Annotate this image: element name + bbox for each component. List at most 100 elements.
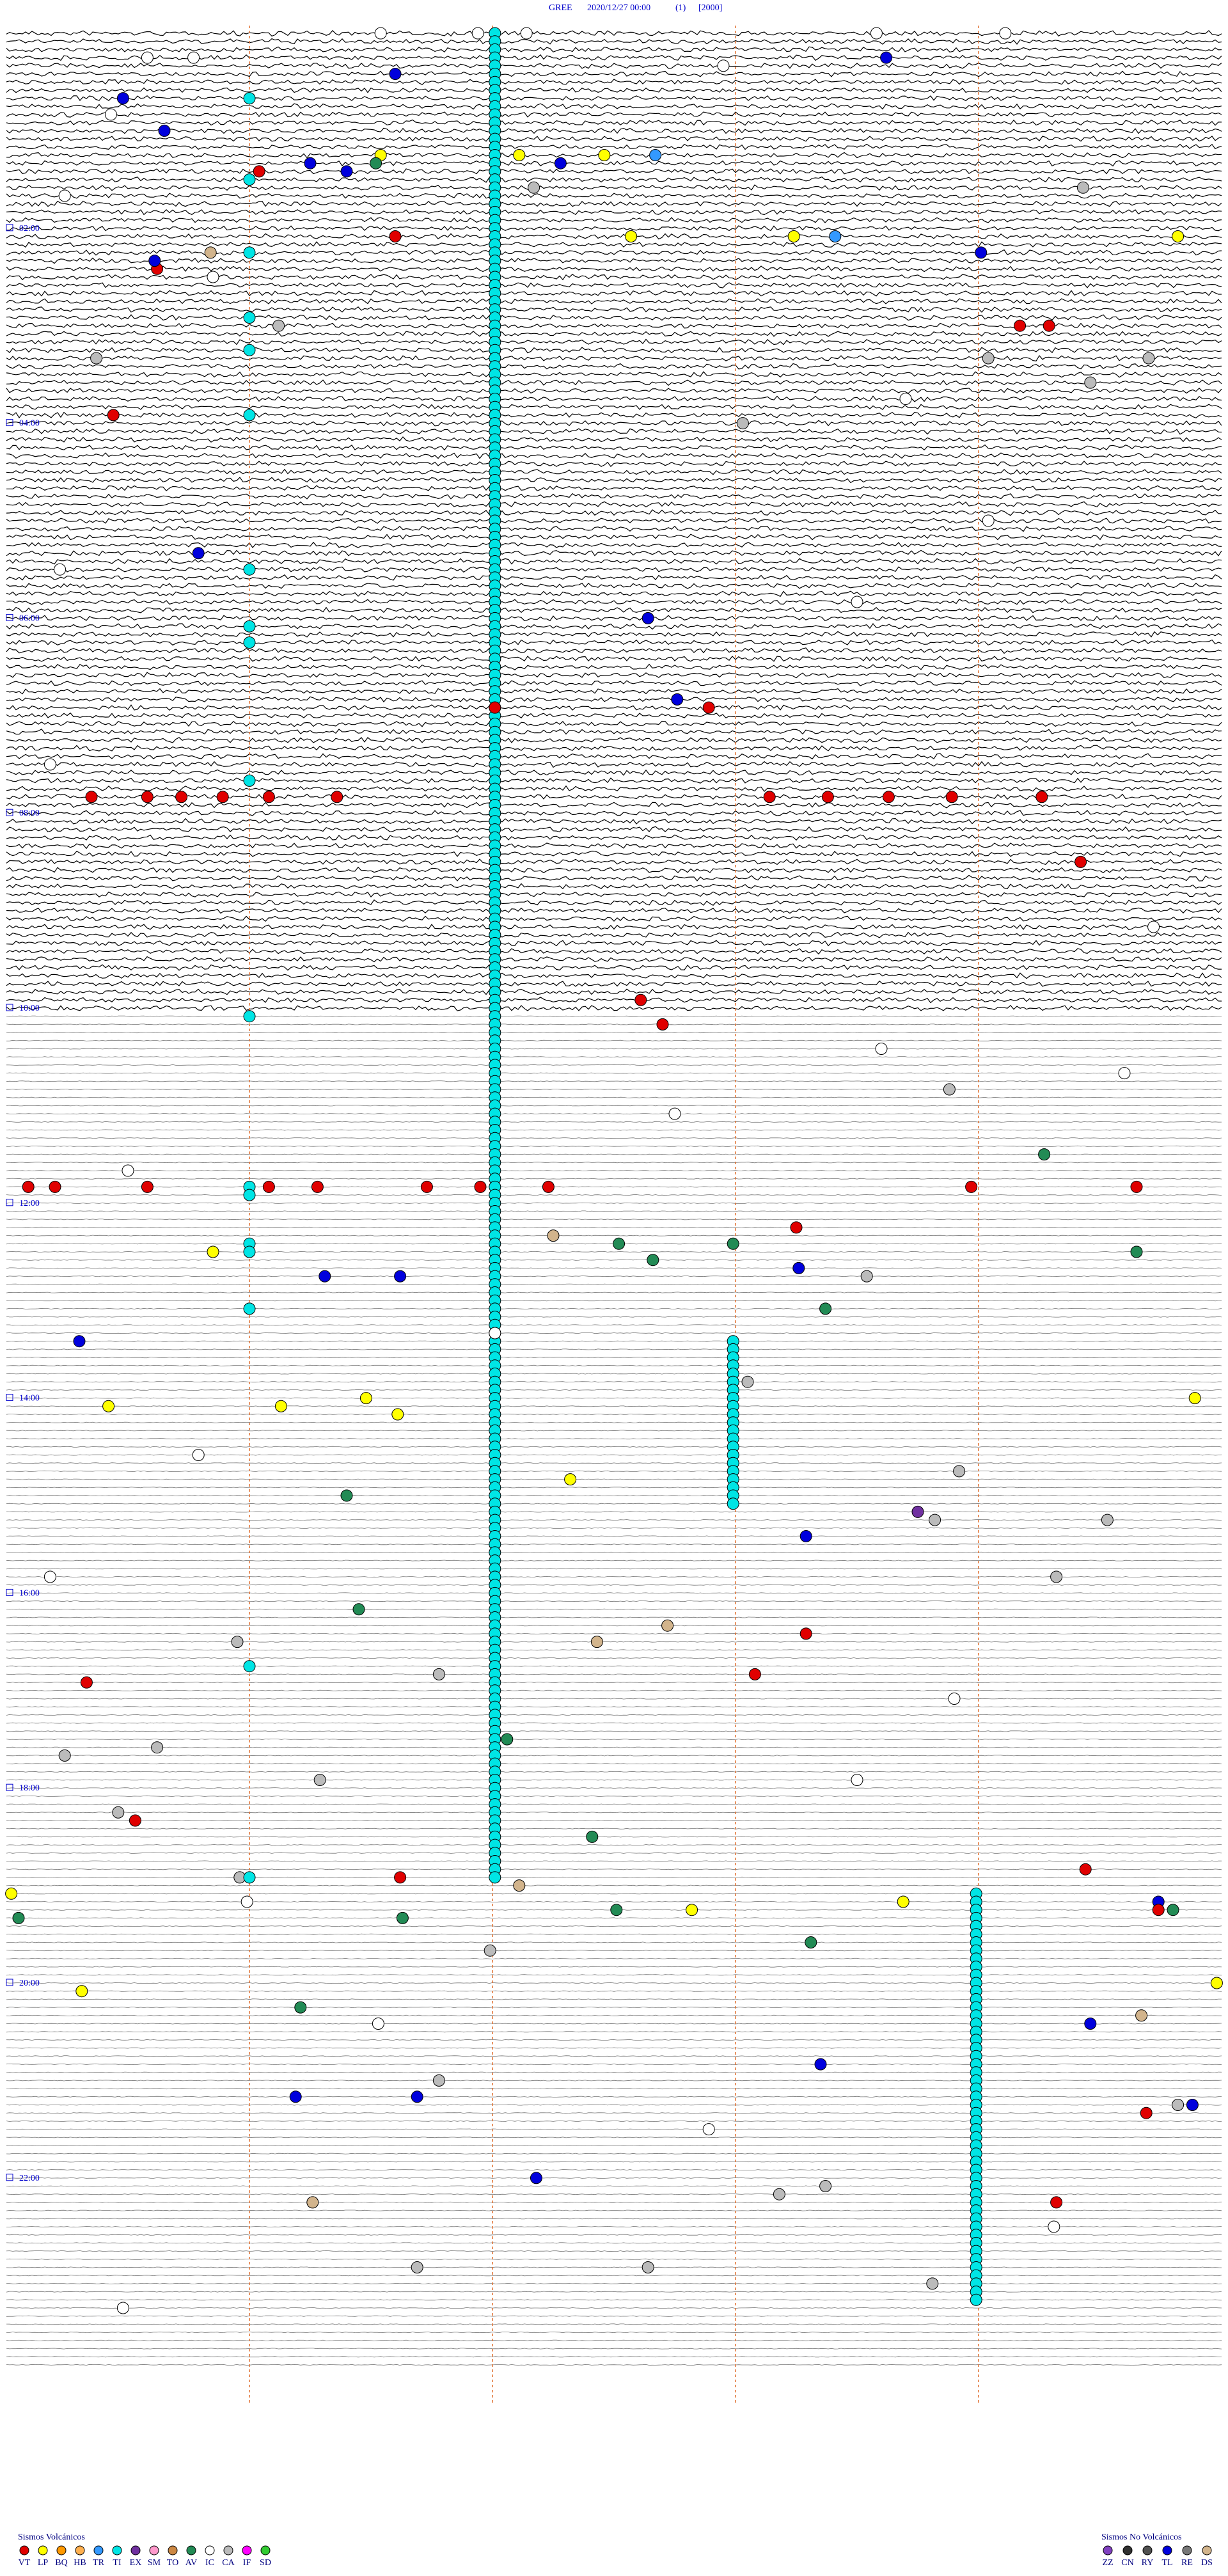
- trace: [6, 964, 1222, 971]
- trace: [6, 1982, 1222, 1984]
- event: [1152, 1904, 1165, 1916]
- trace: [6, 1430, 1222, 1432]
- trace: [6, 160, 1222, 167]
- event: [175, 791, 188, 803]
- trace: [6, 79, 1222, 86]
- event: [882, 791, 895, 803]
- trace: [6, 2275, 1222, 2277]
- event: [104, 108, 117, 121]
- legend-swatch: [260, 2545, 271, 2556]
- trace: [6, 2348, 1222, 2350]
- event: [1118, 1067, 1131, 1080]
- legend-code: SD: [260, 2558, 271, 2568]
- trace: [6, 371, 1222, 378]
- event: [1172, 230, 1185, 242]
- event: [805, 1936, 817, 1948]
- trace: [6, 2055, 1222, 2057]
- trace: [6, 1950, 1222, 1952]
- trace: [6, 1925, 1222, 1927]
- event: [999, 27, 1012, 40]
- event: [204, 246, 217, 259]
- event: [274, 1400, 287, 1412]
- trace: [6, 1178, 1222, 1180]
- event: [192, 547, 205, 560]
- trace: [6, 1308, 1222, 1309]
- event: [319, 1270, 331, 1283]
- hour-label: 08:00: [19, 809, 40, 818]
- trace: [6, 541, 1222, 548]
- event: [926, 2277, 939, 2290]
- trace: [6, 452, 1222, 459]
- event: [1050, 1570, 1063, 1583]
- event: [340, 165, 353, 178]
- trace: [6, 501, 1222, 508]
- event: [340, 1489, 353, 1502]
- event: [649, 149, 662, 161]
- trace: [6, 2339, 1222, 2341]
- event: [374, 27, 387, 40]
- trace: [6, 549, 1222, 557]
- event: [564, 1473, 577, 1486]
- hour-marker: [6, 1004, 13, 1011]
- trace: [6, 1121, 1222, 1123]
- event: [1135, 2009, 1148, 2022]
- event: [243, 344, 256, 356]
- event: [870, 27, 883, 40]
- legend-swatch: [149, 2545, 159, 2556]
- trace: [6, 1632, 1222, 1634]
- event-run: [727, 1497, 739, 1510]
- legend-swatch: [130, 2545, 141, 2556]
- event: [49, 1180, 61, 1193]
- trace: [6, 1828, 1222, 1829]
- trace: [6, 2007, 1222, 2009]
- trace: [6, 672, 1222, 679]
- event: [489, 701, 501, 714]
- datetime: 2020/12/27 00:00: [587, 3, 650, 13]
- legend-code: TI: [113, 2558, 122, 2568]
- event: [58, 189, 71, 202]
- event: [243, 312, 256, 324]
- trace: [6, 1023, 1222, 1025]
- trace: [6, 704, 1222, 711]
- event: [880, 51, 893, 64]
- event: [243, 1871, 256, 1884]
- event: [1079, 1863, 1092, 1876]
- event: [116, 2302, 129, 2314]
- trace: [6, 729, 1222, 735]
- trace: [6, 1771, 1222, 1773]
- trace: [6, 769, 1222, 776]
- trace: [6, 1292, 1222, 1293]
- trace: [6, 858, 1222, 865]
- event: [5, 1887, 18, 1900]
- legend-swatch: [1103, 2545, 1113, 2556]
- event: [875, 1043, 888, 1055]
- trace: [6, 233, 1222, 240]
- trace: [6, 574, 1222, 581]
- event: [1084, 376, 1097, 389]
- trace: [6, 2039, 1222, 2041]
- event: [389, 68, 402, 80]
- trace: [6, 948, 1222, 955]
- trace: [6, 1544, 1222, 1545]
- hour-marker: [6, 1979, 13, 1986]
- trace: [6, 1689, 1222, 1691]
- event: [965, 1180, 978, 1193]
- event: [1210, 1977, 1223, 1989]
- trace: [6, 663, 1222, 670]
- legend-code: TR: [93, 2558, 105, 2568]
- event: [294, 2001, 307, 2014]
- trace: [6, 444, 1222, 451]
- trace: [6, 2332, 1222, 2334]
- event: [1048, 2220, 1060, 2233]
- trace: [6, 1560, 1222, 1561]
- trace: [6, 1503, 1222, 1505]
- trace: [6, 590, 1222, 597]
- trace: [6, 103, 1222, 110]
- trace: [6, 477, 1222, 484]
- trace: [6, 866, 1222, 874]
- event: [141, 791, 154, 803]
- trace: [6, 785, 1222, 793]
- hour-label: 04:00: [19, 419, 40, 429]
- event: [372, 2018, 384, 2030]
